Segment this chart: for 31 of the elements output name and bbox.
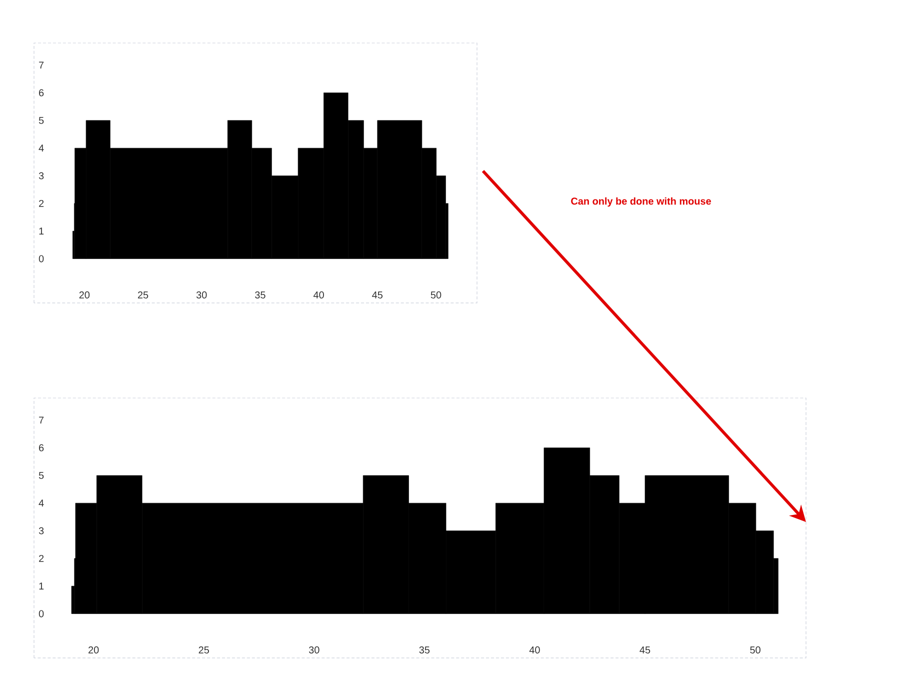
- x-tick-label: 25: [198, 646, 209, 654]
- x-tick-label: 20: [79, 291, 90, 298]
- text: Can only be done with mouse: [571, 197, 711, 207]
- y-tick-label: 3: [38, 527, 44, 534]
- x-tick-label: 45: [372, 292, 383, 298]
- y-tick-label: 0: [38, 255, 44, 262]
- y-tick-label: 6: [39, 444, 44, 452]
- y-tick-label: 1: [39, 228, 44, 234]
- x-tick-label: 40: [313, 291, 324, 298]
- x-tick-label: 45: [640, 646, 650, 654]
- y-tick-label: 7: [39, 62, 44, 69]
- x-tick-label: 20: [88, 646, 99, 654]
- y-tick-label: 7: [39, 416, 44, 424]
- x-tick-label: 50: [750, 646, 760, 654]
- y-tick-label: 2: [39, 200, 44, 207]
- x-tick-label: 35: [255, 291, 266, 298]
- y-tick-label: 2: [39, 554, 44, 562]
- y-tick-label: 5: [38, 116, 44, 124]
- x-tick-label: 25: [138, 291, 148, 298]
- y-tick-label: 4: [38, 144, 44, 152]
- x-tick-label: 30: [196, 291, 207, 298]
- x-tick-label: 50: [430, 291, 442, 298]
- y-tick-label: 1: [39, 582, 44, 590]
- y-tick-label: 6: [39, 89, 44, 96]
- x-tick-label: 30: [308, 646, 320, 654]
- x-tick-label: 40: [529, 646, 540, 654]
- y-tick-label: 3: [38, 172, 44, 180]
- y-tick-label: 4: [38, 500, 44, 507]
- y-tick-label: 5: [38, 472, 44, 479]
- x-tick-label: 35: [419, 646, 430, 654]
- y-tick-label: 0: [38, 610, 44, 618]
